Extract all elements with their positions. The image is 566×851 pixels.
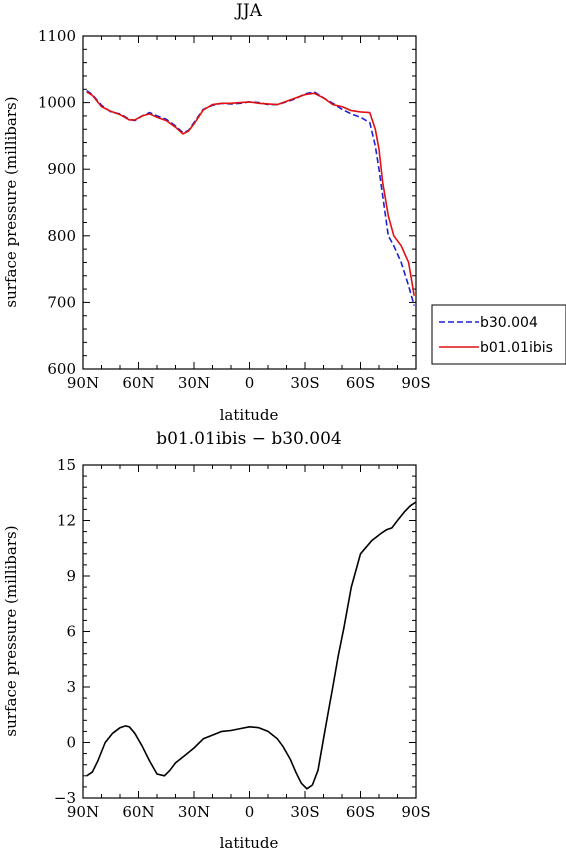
top-chart-series: [86, 89, 415, 306]
legend-label-b01-01ibis: b01.01ibis: [480, 340, 553, 356]
x-tick-label: 90S: [401, 803, 430, 821]
x-tick-label: 90N: [67, 374, 99, 392]
x-tick-label: 90N: [67, 803, 99, 821]
x-tick-label: 30S: [290, 803, 319, 821]
top-chart-y-axis-label: surface pressure (millibars): [2, 96, 20, 307]
top-chart-x-tick-labels: 90N 60N 30N 0 30S 60S 90S: [67, 374, 431, 392]
x-tick-label: 30N: [178, 374, 210, 392]
y-tick-label: 600: [47, 360, 76, 378]
top-chart-frame: [82, 35, 417, 370]
y-tick-label: 1000: [38, 94, 76, 112]
y-tick-label: 700: [47, 293, 76, 311]
x-tick-label: 60S: [346, 374, 375, 392]
x-tick-label: 60N: [122, 803, 154, 821]
top-chart-x-axis-label: latitude: [220, 406, 279, 424]
bottom-chart-y-tick-labels: −3 0 3 6 9 12 15: [54, 456, 76, 807]
top-chart-y-tick-labels: 600 700 800 900 1000 1100: [38, 27, 76, 378]
top-chart-ticks: [82, 35, 417, 370]
bottom-chart-x-tick-labels: 90N 60N 30N 0 30S 60S 90S: [67, 803, 431, 821]
bottom-chart-frame: [82, 464, 417, 799]
bottom-chart-x-axis-label: latitude: [220, 834, 279, 851]
y-tick-label: 12: [57, 512, 76, 530]
bottom-chart-title: b01.01ibis − b30.004: [156, 429, 341, 449]
x-tick-label: 30S: [290, 374, 319, 392]
x-tick-label: 60S: [346, 803, 375, 821]
x-tick-label: 0: [245, 803, 255, 821]
top-chart: JJA 90N 60N 30N 0 30S 60S 90S 600 700 800 900 1000…: [2, 1, 566, 424]
series-line-difference: [86, 501, 417, 790]
bottom-chart-ticks: [82, 464, 417, 799]
bottom-chart: b01.01ibis − b30.004 90N 60N 30N 0 30S 60S 90S…: [2, 429, 431, 851]
x-tick-label: 90S: [401, 374, 430, 392]
top-chart-legend: b30.004 b01.01ibis: [431, 304, 566, 365]
series-line-b01-01ibis: [86, 91, 415, 296]
y-tick-label: −3: [54, 789, 76, 807]
y-tick-label: 6: [66, 623, 76, 641]
top-chart-title: JJA: [234, 1, 263, 21]
y-tick-label: 15: [57, 456, 76, 474]
bottom-chart-y-axis-label: surface pressure (millibars): [2, 525, 20, 736]
y-tick-label: 3: [66, 678, 76, 696]
series-line-b30-004: [86, 89, 415, 306]
y-tick-label: 9: [66, 567, 76, 585]
x-tick-label: 0: [245, 374, 255, 392]
bottom-chart-series: [86, 501, 417, 790]
legend-label-b30-004: b30.004: [480, 315, 538, 331]
y-tick-label: 0: [66, 734, 76, 752]
y-tick-label: 800: [47, 227, 76, 245]
legend-box: [431, 304, 566, 365]
y-tick-label: 1100: [38, 27, 76, 45]
y-tick-label: 900: [47, 160, 76, 178]
x-tick-label: 30N: [178, 803, 210, 821]
x-tick-label: 60N: [122, 374, 154, 392]
